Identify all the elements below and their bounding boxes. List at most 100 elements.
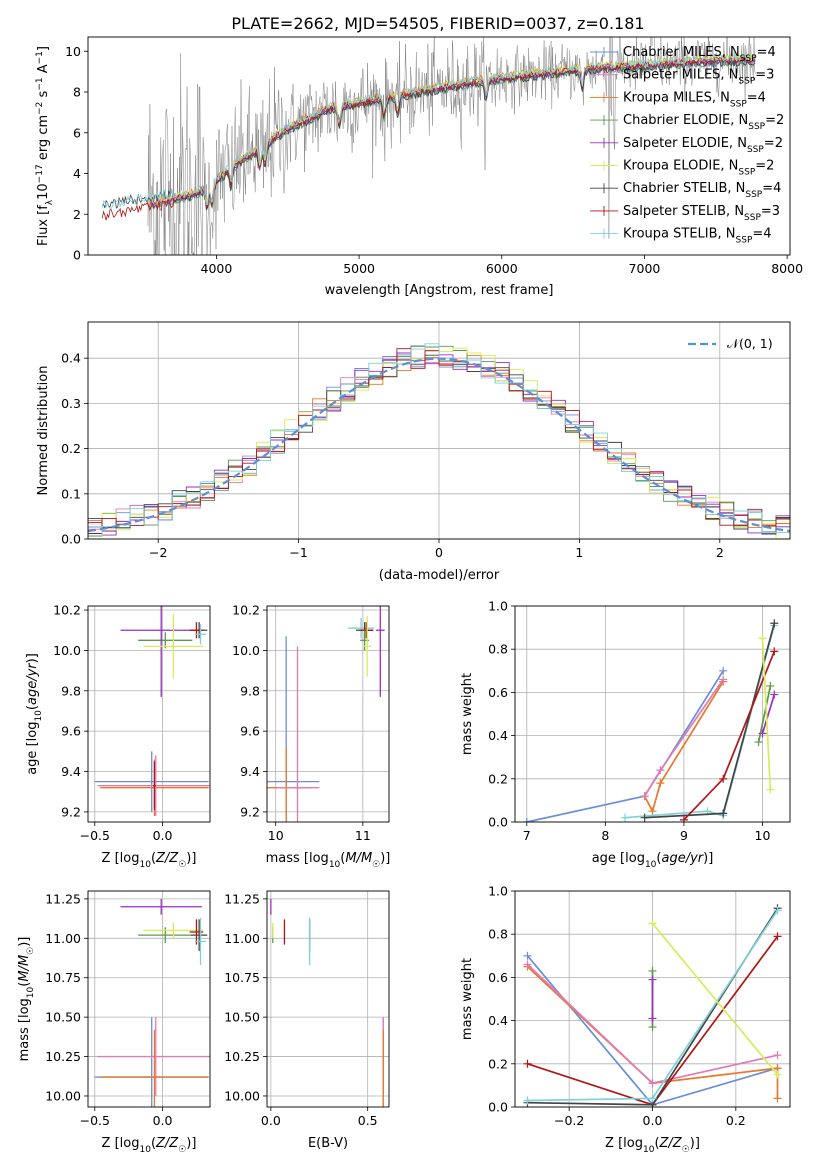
x-tick-label: 10 xyxy=(755,828,771,843)
series-marker-kroupa-elodie xyxy=(648,919,657,928)
label-part: SSP xyxy=(744,213,761,223)
errorbar-salpeter-elodie xyxy=(120,606,202,697)
label-part: 10 xyxy=(139,1145,151,1155)
series-marker-salpeter-stelib xyxy=(719,774,728,783)
label-part: )] xyxy=(690,1136,700,1151)
y-axis-label: age [log10(age/yr)] xyxy=(25,653,44,775)
series-marker-kroupa-stelib xyxy=(773,906,782,915)
plot-area xyxy=(101,37,756,255)
series-marker-kroupa-stelib xyxy=(648,1094,657,1103)
x-tick-label: −2 xyxy=(149,545,167,560)
y-tick-label: 6 xyxy=(73,125,81,140)
series-marker-chabrier-stelib xyxy=(770,619,779,628)
label-part: ☉ xyxy=(682,1145,690,1155)
series-marker-chabrier-elodie xyxy=(648,966,657,975)
series-line-kroupa-miles xyxy=(643,681,724,814)
y-tick-label: 9.6 xyxy=(240,724,260,739)
series-marker-salpeter-miles xyxy=(656,766,665,775)
series-marker-chabrier-elodie xyxy=(754,738,763,747)
label-part: M/M xyxy=(345,851,372,866)
label-part: ( xyxy=(151,851,156,866)
legend-label-kroupa-stelib: Kroupa STELIB, NSSP=4 xyxy=(623,227,772,246)
y-tick-label: 0.2 xyxy=(61,441,81,456)
series-line-chabrier-miles xyxy=(526,670,724,822)
mass-vs-extinction-panel: 0.0 0.5 10.00 10.25 10.50 10.75 11.00 11.25 E(B-… xyxy=(224,890,390,1151)
x-axis-label: Z [log10(Z/Z☉)] xyxy=(102,851,197,870)
y-tick-label: 10.0 xyxy=(53,643,81,658)
plot-area xyxy=(522,619,779,822)
label-part: ( xyxy=(151,1136,156,1151)
plot-area xyxy=(523,904,782,1107)
y-tick-label: 10.25 xyxy=(45,1049,81,1064)
x-tick-label: 0.0 xyxy=(153,828,173,843)
label-part: )] xyxy=(25,653,40,663)
residual-histogram-panel: −2 −1 0 1 2 0.0 0.1 0.2 0.3 0.4 𝒩(0, 1) (data-model… xyxy=(36,321,791,583)
y-tick-label: 0.1 xyxy=(61,486,81,501)
label-part: −1 xyxy=(35,77,45,90)
errorbar-salpeter-miles xyxy=(97,1017,210,1096)
x-tick-label: 2 xyxy=(716,545,724,560)
y-tick-label: 0.2 xyxy=(488,1056,508,1071)
label-part: Z [log xyxy=(102,1136,140,1151)
series-line-salpeter-elodie xyxy=(761,694,776,734)
y-tick-label: 0.8 xyxy=(488,642,508,657)
y-tick-label: 10.0 xyxy=(232,643,260,658)
label-part: ( xyxy=(25,705,40,710)
errorbar-salpeter-stelib xyxy=(153,761,156,810)
label-part: Z [log xyxy=(102,851,140,866)
axes-frame xyxy=(514,890,791,1108)
label-part: Salpeter ELODIE, N xyxy=(623,136,747,151)
x-tick-label: 0.2 xyxy=(726,1113,746,1128)
label-part: erg cm xyxy=(36,115,51,164)
series-line-chabrier-stelib xyxy=(644,623,776,819)
label-part: =4 xyxy=(762,181,781,196)
errorbar-chabrier-elodie xyxy=(138,632,193,649)
y-tick-label: 0.6 xyxy=(488,970,508,985)
label-part: age [log xyxy=(592,851,645,866)
label-part: mass [log xyxy=(17,998,32,1061)
series-marker-salpeter-stelib xyxy=(770,647,779,656)
label-part: 10 xyxy=(643,1145,655,1155)
label-part: )] xyxy=(380,851,390,866)
label-part: SSP xyxy=(738,77,755,87)
label-part: =2 xyxy=(755,159,774,174)
legend-label-chabrier-elodie: Chabrier ELODIE, NSSP=2 xyxy=(623,113,784,132)
errorbar-chabrier-miles xyxy=(94,751,209,812)
y-tick-label: 0.0 xyxy=(488,815,508,830)
label-part: Salpeter STELIB, N xyxy=(623,204,744,219)
series-marker-salpeter-stelib xyxy=(523,1059,532,1068)
errorbar-chabrier-stelib xyxy=(191,919,208,951)
label-part: Flux [f xyxy=(36,205,51,246)
y-axis-label: Flux [fλ10−17 erg cm−2 s−1 A−1] xyxy=(35,46,55,246)
y-tick-label: 0.6 xyxy=(488,685,508,700)
mass-vs-metallicity-panel: −0.5 0.0 10.00 10.25 10.50 10.75 11.00 11.25 Z [… xyxy=(17,890,211,1155)
series-marker-kroupa-miles xyxy=(773,1094,782,1103)
label-part: ] xyxy=(36,46,51,51)
label-part: −17 xyxy=(35,164,45,183)
series-marker-chabrier-miles xyxy=(523,951,532,960)
x-tick-label: 0.0 xyxy=(643,1113,663,1128)
y-tick-label: 9.6 xyxy=(61,724,81,739)
label-part: ☉ xyxy=(178,1145,186,1155)
label-part: s xyxy=(36,90,51,101)
y-tick-label: 2 xyxy=(73,207,81,222)
age-vs-metallicity-panel: −0.5 0.09.29.49.69.810.010.2Z [log10(Z/Z☉… xyxy=(25,603,211,870)
y-tick-label: 10.2 xyxy=(232,603,260,618)
label-part: ☉ xyxy=(372,860,380,870)
series-marker-chabrier-stelib xyxy=(719,809,728,818)
errorbar-kroupa-elodie xyxy=(143,922,204,939)
label-part: =3 xyxy=(755,68,774,83)
errorbar-salpeter-miles xyxy=(275,646,320,822)
label-part: Z/Z xyxy=(155,851,179,866)
plot-area xyxy=(94,606,210,816)
label-part: A xyxy=(36,64,51,77)
y-tick-label: 10.25 xyxy=(224,1049,260,1064)
y-tick-label: 10.00 xyxy=(45,1088,81,1103)
series-marker-salpeter-elodie xyxy=(648,1014,657,1023)
label-part: Z [log xyxy=(605,1136,643,1151)
x-tick-label: 7000 xyxy=(629,261,661,276)
histogram-kroupa-stelib xyxy=(88,343,790,537)
series-marker-salpeter-miles xyxy=(648,1079,657,1088)
y-tick-label: 10 xyxy=(65,44,81,59)
